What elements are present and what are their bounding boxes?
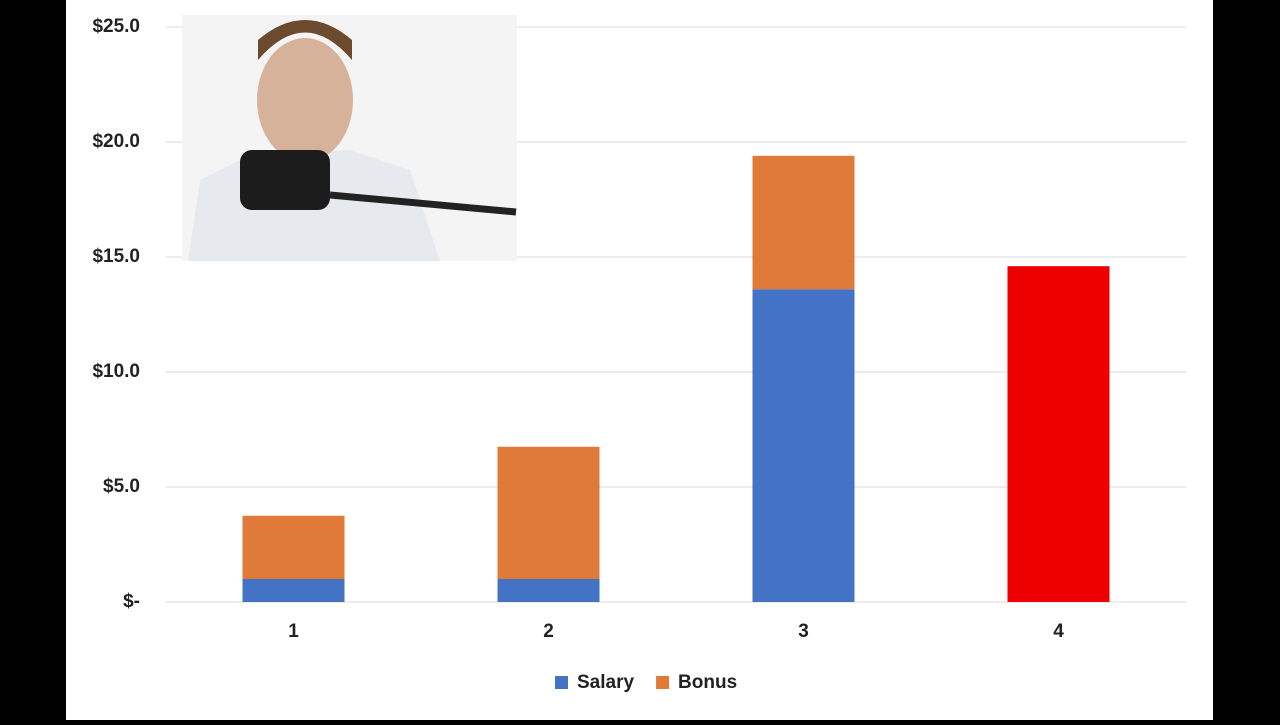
y-tick-label: $20.0 <box>92 131 140 152</box>
y-tick-label: $- <box>123 591 140 612</box>
marks <box>242 155 1110 602</box>
bar-segment <box>752 289 855 602</box>
y-tick-label: $15.0 <box>92 246 140 267</box>
x-tick-label: 1 <box>288 621 299 642</box>
bar-segment <box>242 515 345 579</box>
bar-segment <box>1007 266 1110 602</box>
legend-swatch <box>656 676 670 689</box>
bar-segment <box>752 155 855 290</box>
bar-segment <box>497 446 600 579</box>
legend-label: Salary <box>577 672 634 693</box>
y-tick-label: $5.0 <box>103 476 140 497</box>
webcam-microphone <box>240 150 330 210</box>
legend: Salary Bonus <box>555 672 737 693</box>
legend-swatch <box>555 676 568 689</box>
y-tick-label: $10.0 <box>92 361 140 382</box>
legend-label: Bonus <box>678 672 737 693</box>
bar-segment <box>497 579 600 602</box>
x-tick-label: 4 <box>1053 621 1064 642</box>
x-tick-label: 2 <box>543 621 554 642</box>
webcam-face <box>257 38 353 162</box>
webcam-hair <box>258 20 352 60</box>
bar-segment <box>242 579 345 602</box>
webcam-overlay <box>182 15 517 261</box>
x-tick-label: 3 <box>798 621 809 642</box>
y-tick-label: $25.0 <box>92 16 140 37</box>
webcam-mic-arm <box>329 191 517 216</box>
